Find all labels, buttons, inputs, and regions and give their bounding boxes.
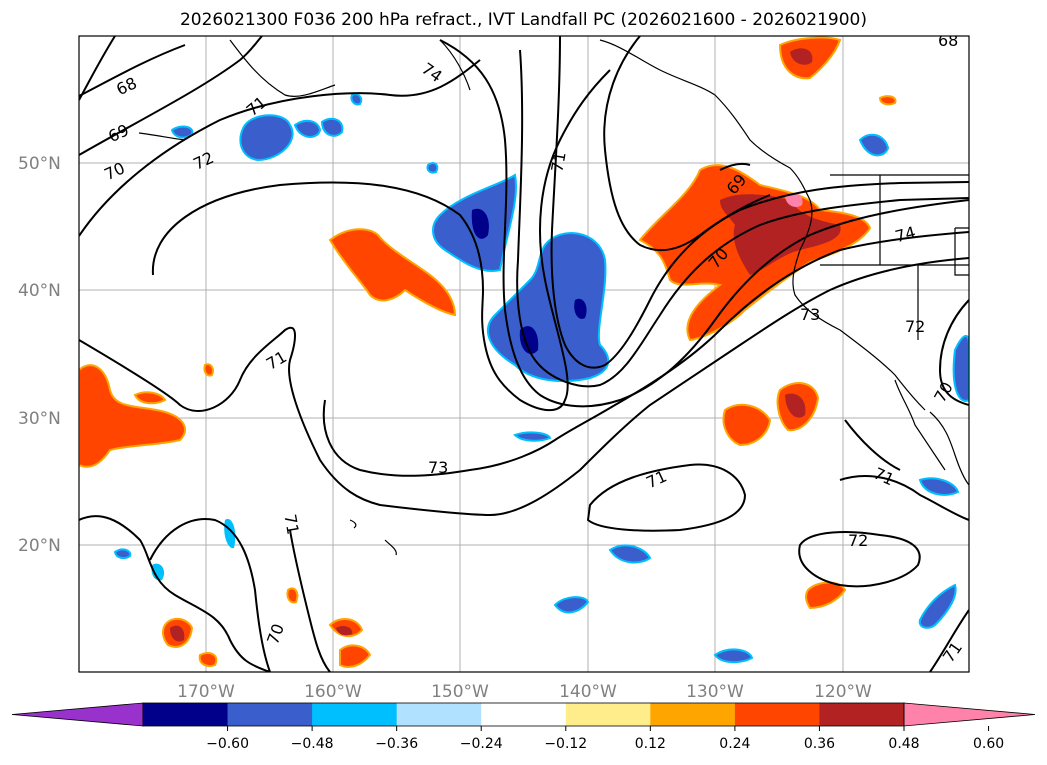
colorbar-segment (481, 703, 567, 726)
colorbar-extend-min (11, 702, 144, 727)
colorbar-tick-label: 0.48 (888, 736, 919, 752)
coastlines (138, 39, 969, 556)
gridlines (79, 36, 969, 672)
map-plot-area: 68 69 70 71 72 74 73 71 71 70 71 69 70 7… (78, 31, 970, 673)
contour-label: 71 (547, 150, 569, 173)
contour-label: 68 (938, 31, 958, 50)
lat-label: 50°N (18, 154, 61, 174)
contour-label: 73 (800, 305, 820, 324)
colorbar-segment (650, 703, 736, 726)
colorbar-tick-label: −0.24 (460, 736, 503, 752)
lon-label: 120°W (814, 682, 872, 702)
colorbar-tick-label: 0.36 (804, 736, 835, 752)
colorbar (11, 702, 1036, 727)
lat-label: 40°N (18, 281, 61, 301)
map-frame (78, 35, 970, 673)
colorbar-segment (143, 703, 229, 726)
colorbar-tick-label: 0.60 (973, 736, 1004, 752)
colorbar-extend-max (903, 702, 1036, 727)
colorbar-tick-label: 0.24 (719, 736, 750, 752)
contour-label: 71 (280, 513, 302, 536)
colorbar-segment (396, 703, 482, 726)
colorbar-tick-label: −0.60 (206, 736, 249, 752)
lat-label: 20°N (18, 536, 61, 556)
colorbar-segment (227, 703, 313, 726)
lon-label: 130°W (686, 682, 744, 702)
lon-label: 170°W (177, 682, 235, 702)
contour-label: 72 (848, 531, 868, 550)
colorbar-tick-label: −0.12 (544, 736, 587, 752)
colorbar-segment (734, 703, 820, 726)
colorbar-ticks: −0.60 −0.48 −0.36 −0.24 −0.12 0.12 0.24 0.36 0.4… (206, 726, 1004, 752)
colorbar-segment (565, 703, 651, 726)
colorbar-tick-label: −0.36 (375, 736, 418, 752)
lat-label: 30°N (18, 409, 61, 429)
colorbar-segment (312, 703, 398, 726)
contour-label: 73 (428, 458, 448, 477)
colorbar-tick-label: −0.48 (291, 736, 334, 752)
positive-anomaly-regions (79, 36, 897, 668)
colorbar-tick-label: 0.12 (635, 736, 666, 752)
lon-label: 150°W (431, 682, 489, 702)
latitude-labels: 50°N 40°N 30°N 20°N (18, 154, 61, 556)
colorbar-border (142, 702, 905, 727)
refractivity-contours (79, 36, 969, 672)
chart-title: 2026021300 F036 200 hPa refract., IVT La… (179, 10, 867, 30)
negative-anomaly-regions (113, 93, 969, 664)
lon-label: 140°W (559, 682, 617, 702)
longitude-labels: 170°W 160°W 150°W 140°W 130°W 120°W (177, 682, 872, 702)
contour-label: 74 (893, 223, 918, 247)
contour-label: 72 (905, 317, 925, 336)
lon-label: 160°W (304, 682, 362, 702)
colorbar-segment (819, 703, 905, 726)
